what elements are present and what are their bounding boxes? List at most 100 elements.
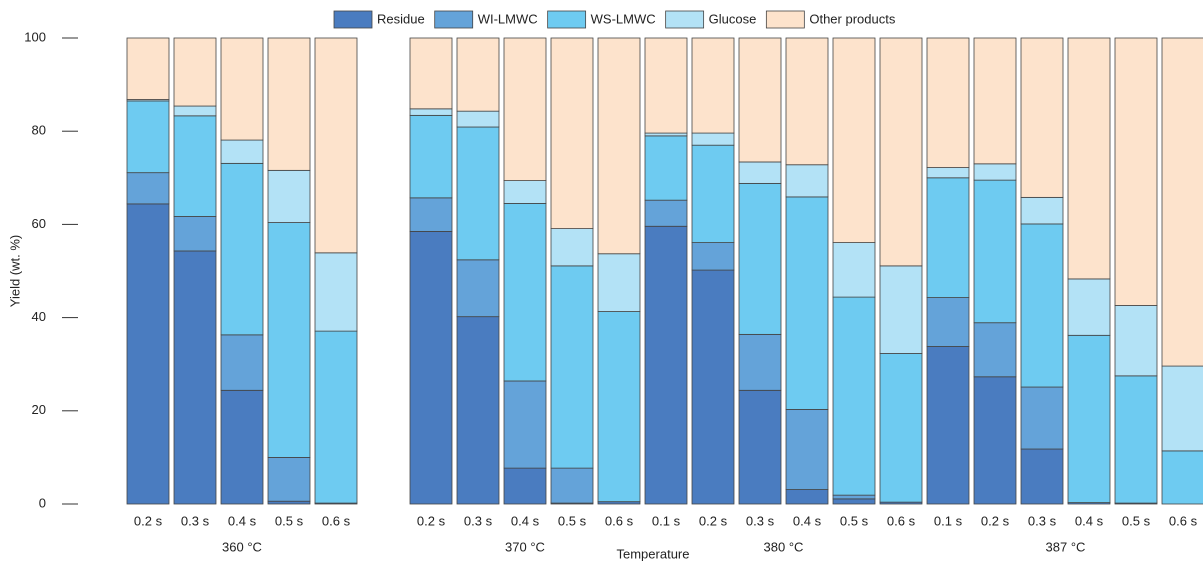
legend-label: Residue [377, 11, 425, 26]
x-tick-label: 0.5 s [558, 513, 587, 528]
legend-swatch [434, 10, 474, 29]
bar-segment [220, 389, 264, 505]
group-label: 370 °C [505, 539, 545, 554]
bar-segment [503, 180, 547, 204]
bar-segment [550, 37, 594, 229]
bar-segment [691, 132, 735, 146]
bar-segment [267, 500, 311, 505]
bar-segment [503, 203, 547, 382]
x-tick-label: 0.6 s [1169, 513, 1198, 528]
group-label: 387 °C [1046, 539, 1086, 554]
x-tick-label: 0.6 s [605, 513, 634, 528]
bar-segment [1114, 305, 1158, 377]
y-tick-label: 40 [32, 309, 46, 324]
bar-segment [738, 389, 782, 505]
bar-segment [220, 139, 264, 164]
bar-segment [597, 311, 641, 503]
x-tick-label: 0.4 s [1075, 513, 1104, 528]
x-tick-label: 0.2 s [134, 513, 163, 528]
bar-segment [785, 164, 829, 198]
bar-segment [1067, 37, 1111, 280]
bar-segment [691, 37, 735, 134]
bar-segment [173, 250, 217, 505]
bar-segment [832, 494, 876, 500]
bar-segment [409, 37, 453, 110]
bar-segment [267, 37, 311, 171]
y-tick-label: 0 [39, 495, 46, 510]
bar-segment [973, 37, 1017, 165]
bar-segment [832, 37, 876, 243]
bar-segment [1114, 37, 1158, 306]
bar-segment [267, 222, 311, 458]
bar-segment [126, 203, 170, 505]
bar-segment [1161, 37, 1203, 367]
bar-segment [973, 179, 1017, 324]
bar-segment [879, 265, 923, 354]
bar-segment [220, 37, 264, 141]
bar-segment [644, 225, 688, 505]
x-tick-label: 0.6 s [887, 513, 916, 528]
x-tick-label: 0.4 s [511, 513, 540, 528]
bar-segment [738, 161, 782, 184]
bar-segment [550, 228, 594, 267]
group-label: 360 °C [222, 539, 262, 554]
bar-segment [503, 467, 547, 505]
bar-segment [644, 135, 688, 201]
bar-segment [456, 316, 500, 505]
legend-label: Glucose [709, 11, 757, 26]
bar-segment [785, 409, 829, 490]
bar-segment [173, 115, 217, 217]
bar-segment [926, 167, 970, 179]
bar-segment [267, 456, 311, 502]
x-tick-label: 0.1 s [652, 513, 681, 528]
bar-segment [926, 37, 970, 168]
bar-segment [409, 108, 453, 116]
bar-segment [691, 242, 735, 271]
x-tick-label: 0.5 s [275, 513, 304, 528]
bar-segment [832, 296, 876, 496]
y-tick-label: 80 [32, 123, 46, 138]
x-tick-label: 0.3 s [464, 513, 493, 528]
bar-segment [314, 252, 358, 332]
bar-segment [314, 330, 358, 504]
bar-segment [126, 100, 170, 174]
bar-segment [738, 333, 782, 391]
bar-segment [1161, 450, 1203, 505]
bar-segment [503, 380, 547, 469]
y-tick-label: 100 [24, 29, 46, 44]
bar-segment [926, 177, 970, 298]
bar-segment [644, 199, 688, 227]
bar-segment [691, 144, 735, 243]
x-tick-label: 0.3 s [746, 513, 775, 528]
x-tick-label: 0.4 s [793, 513, 822, 528]
bar-segment [644, 37, 688, 134]
bar-segment [597, 253, 641, 312]
bar-segment [879, 37, 923, 267]
x-tick-label: 0.1 s [934, 513, 963, 528]
bar-segment [173, 105, 217, 117]
x-tick-label: 0.2 s [699, 513, 728, 528]
bar-segment [126, 172, 170, 205]
x-tick-label: 0.2 s [417, 513, 446, 528]
bar-segment [1114, 375, 1158, 504]
bar-segment [644, 132, 688, 137]
bar-segment [738, 37, 782, 163]
bar-segment [550, 265, 594, 469]
x-tick-label: 0.2 s [981, 513, 1010, 528]
x-tick-label: 0.4 s [228, 513, 257, 528]
legend-label: WS-LMWC [591, 11, 656, 26]
bar-segment [597, 37, 641, 255]
bar-segment [973, 376, 1017, 505]
bar-segment [832, 498, 876, 505]
bar-segment [503, 37, 547, 181]
y-tick-label: 20 [32, 402, 46, 417]
bar-segment [926, 346, 970, 505]
legend-swatch [665, 10, 705, 29]
bar-segment [691, 269, 735, 505]
bar-segment [267, 169, 311, 223]
bar-segment [1020, 37, 1064, 198]
bar-segment [1067, 334, 1111, 504]
bar-segment [173, 37, 217, 107]
x-tick-label: 0.6 s [322, 513, 351, 528]
